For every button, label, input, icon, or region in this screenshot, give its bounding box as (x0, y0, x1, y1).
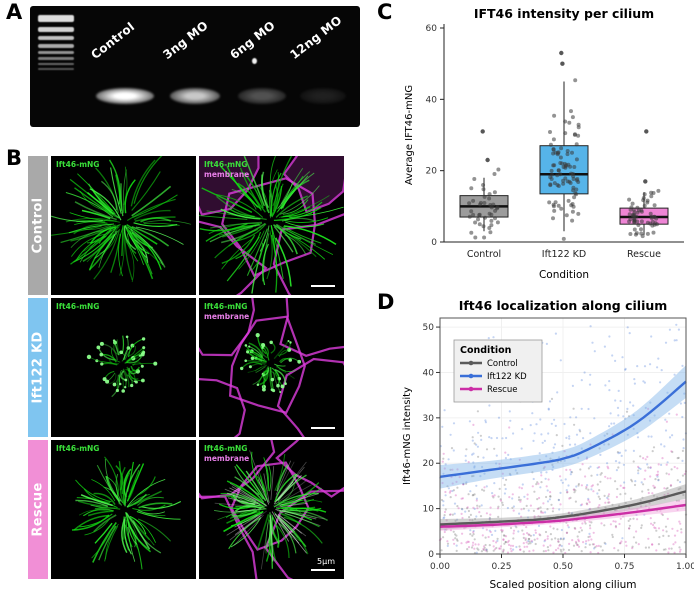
image-tag: Ift46-mNG membrane (204, 160, 249, 180)
svg-text:0.50: 0.50 (553, 562, 573, 572)
micrograph-rescue-mng: Ift46-mNG (51, 440, 196, 579)
svg-text:Rescue: Rescue (487, 385, 517, 395)
svg-text:0.25: 0.25 (491, 562, 511, 572)
svg-text:60: 60 (426, 24, 438, 34)
svg-text:Average IFT46-mNG: Average IFT46-mNG (404, 85, 415, 185)
image-tag: Ift46-mNG membrane (204, 302, 249, 322)
lane-label-3ng: 3ng MO (160, 18, 211, 62)
gel-band-12ng (300, 88, 346, 104)
scale-bar-label: 5µm (317, 557, 335, 566)
svg-text:0.75: 0.75 (614, 562, 634, 572)
svg-text:Ift46 localization along ciliu: Ift46 localization along cilium (459, 298, 668, 313)
condition-strip-ift122kd: Ift122 KD (28, 298, 48, 437)
svg-text:1.00: 1.00 (676, 562, 694, 572)
condition-strip-rescue: Rescue (28, 440, 48, 579)
green-channel-label: Ift46-mNG (56, 160, 100, 169)
gel-ladder (38, 11, 74, 81)
micrograph-control-merge: Ift46-mNG membrane (199, 156, 344, 295)
svg-text:40: 40 (423, 368, 435, 378)
micrograph-ift122kd-merge: Ift46-mNG membrane (199, 298, 344, 437)
lane-label-12ng: 12ng MO (287, 13, 345, 63)
svg-text:Scaled position along cilium: Scaled position along cilium (489, 579, 636, 591)
image-tag: Ift46-mNG (56, 444, 99, 454)
gel-artifact-speck (252, 58, 257, 64)
svg-text:Ift122 KD: Ift122 KD (487, 372, 527, 382)
scatter-chart: Ift46 localization along cilium 0 10 20 30 40… (402, 298, 694, 591)
membrane-channel-label: membrane (204, 311, 250, 321)
gel-band-6ng (238, 88, 286, 104)
panel-a-label: A (6, 0, 23, 24)
green-channel-label: Ift46-mNG (56, 302, 100, 311)
svg-text:0.00: 0.00 (430, 562, 450, 572)
micrograph-row-ift122kd: Ift122 KD Ift46-mNG Ift46-mNG membrane (28, 298, 344, 437)
gel-band-control (96, 88, 154, 104)
condition-strip-label: Control (30, 197, 46, 254)
gel-image: Control 3ng MO 6ng MO 12ng MO (30, 6, 360, 127)
micrograph-row-control: Control Ift46-mNG Ift46-mNG membrane (28, 156, 344, 295)
svg-text:50: 50 (423, 323, 435, 333)
image-tag: Ift46-mNG membrane (204, 444, 249, 464)
panel-c-label: C (377, 0, 393, 24)
svg-text:Ift122 KD: Ift122 KD (542, 249, 586, 260)
micrograph-control-mng: Ift46-mNG (51, 156, 196, 295)
svg-text:10: 10 (423, 505, 435, 515)
cilia-membrane-image (199, 298, 344, 437)
panel-b-label: B (6, 146, 23, 170)
cilia-membrane-image (199, 156, 344, 295)
condition-strip-label: Ift122 KD (30, 331, 46, 404)
cilia-image (71, 456, 182, 570)
svg-text:Ift46-mNG intensity: Ift46-mNG intensity (402, 387, 413, 485)
image-tag: Ift46-mNG (56, 302, 99, 312)
svg-text:IFT46 intensity per cilium: IFT46 intensity per cilium (474, 6, 654, 21)
micrograph-ift122kd-mng: Ift46-mNG (51, 298, 196, 437)
svg-text:Rescue: Rescue (627, 249, 661, 260)
cilia-membrane-image (199, 440, 344, 579)
membrane-channel-label: membrane (204, 169, 250, 179)
scale-bar (311, 285, 335, 287)
svg-text:0: 0 (428, 550, 434, 560)
micrograph-row-rescue: Rescue Ift46-mNG Ift46-mNG membrane 5µm (28, 440, 344, 579)
svg-text:20: 20 (426, 167, 438, 177)
cilia-image (51, 156, 192, 283)
svg-text:40: 40 (426, 95, 438, 105)
cilia-image (86, 335, 158, 398)
svg-text:Control: Control (467, 249, 501, 260)
condition-strip-label: Rescue (30, 482, 46, 537)
scale-bar (311, 427, 335, 429)
lane-label-6ng: 6ng MO (227, 18, 278, 62)
lane-label-control: Control (88, 19, 138, 62)
svg-text:Condition: Condition (539, 269, 589, 281)
svg-text:20: 20 (423, 459, 435, 469)
green-channel-label: Ift46-mNG (56, 444, 100, 453)
gel-band-3ng (170, 88, 220, 104)
svg-text:Condition: Condition (460, 345, 512, 356)
micrograph-rescue-merge: Ift46-mNG membrane 5µm (199, 440, 344, 579)
green-channel-label: Ift46-mNG (204, 160, 248, 169)
svg-text:Control: Control (487, 359, 518, 369)
micrograph-grid: Control Ift46-mNG Ift46-mNG membrane Ift1… (28, 156, 344, 579)
svg-text:0: 0 (431, 238, 437, 248)
green-channel-label: Ift46-mNG (204, 444, 248, 453)
boxplot-chart: IFT46 intensity per cilium 0 20 40 60 Average… (404, 6, 684, 281)
green-channel-label: Ift46-mNG (204, 302, 248, 311)
svg-text:30: 30 (423, 414, 435, 424)
scale-bar (311, 569, 335, 571)
condition-strip-control: Control (28, 156, 48, 295)
panel-d-label: D (377, 290, 395, 314)
image-tag: Ift46-mNG (56, 160, 99, 170)
membrane-channel-label: membrane (204, 453, 250, 463)
